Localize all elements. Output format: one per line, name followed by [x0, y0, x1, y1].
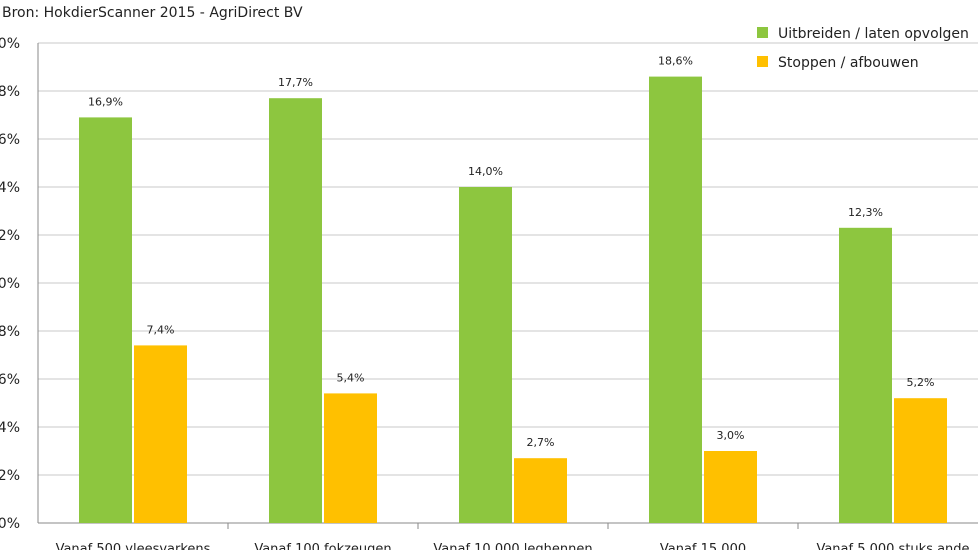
bar: [894, 398, 947, 523]
y-tick-label: 16%: [0, 132, 20, 148]
legend-label: Uitbreiden / laten opvolgen: [778, 26, 969, 42]
y-tick-label: 18%: [0, 84, 20, 100]
data-label: 12,3%: [848, 206, 883, 219]
data-label: 5,2%: [907, 376, 935, 389]
bar: [324, 393, 377, 523]
bar: [514, 458, 567, 523]
bar: [839, 227, 892, 524]
data-label: 7,4%: [147, 323, 175, 336]
y-tick-label: 4%: [0, 420, 20, 436]
y-tick-label: 6%: [0, 372, 20, 388]
data-label: 16,9%: [88, 95, 123, 108]
y-tick-label: 20%: [0, 36, 20, 52]
bar: [79, 117, 132, 524]
y-tick-label: 8%: [0, 324, 20, 340]
bar: [649, 76, 702, 523]
legend-swatch: [757, 27, 768, 38]
x-tick-label: Vanaf 100 fokzeugen: [254, 542, 391, 550]
data-label: 18,6%: [658, 55, 693, 68]
data-label: 17,7%: [278, 76, 313, 89]
bar: [269, 98, 322, 523]
legend-swatch: [757, 56, 768, 67]
data-label: 14,0%: [468, 165, 503, 178]
legend-label: Stoppen / afbouwen: [778, 55, 919, 71]
y-tick-label: 12%: [0, 228, 20, 244]
data-label: 5,4%: [337, 371, 365, 384]
y-tick-label: 10%: [0, 276, 20, 292]
bar: [134, 345, 187, 523]
chart-title: Bron: HokdierScanner 2015 - AgriDirect B…: [2, 5, 303, 21]
y-tick-label: 0%: [0, 516, 20, 532]
bar: [704, 451, 757, 523]
data-label: 3,0%: [717, 429, 745, 442]
x-tick-label: Vanaf 15.000: [660, 542, 746, 550]
y-tick-label: 2%: [0, 468, 20, 484]
x-tick-label: Vanaf 5.000 stuks ande: [816, 542, 969, 550]
y-tick-label: 14%: [0, 180, 20, 196]
bar: [459, 187, 512, 523]
data-label: 2,7%: [527, 436, 555, 449]
x-tick-label: Vanaf 500 vleesvarkens: [56, 542, 211, 550]
x-tick-label: Vanaf 10.000 leghennen: [433, 542, 592, 550]
